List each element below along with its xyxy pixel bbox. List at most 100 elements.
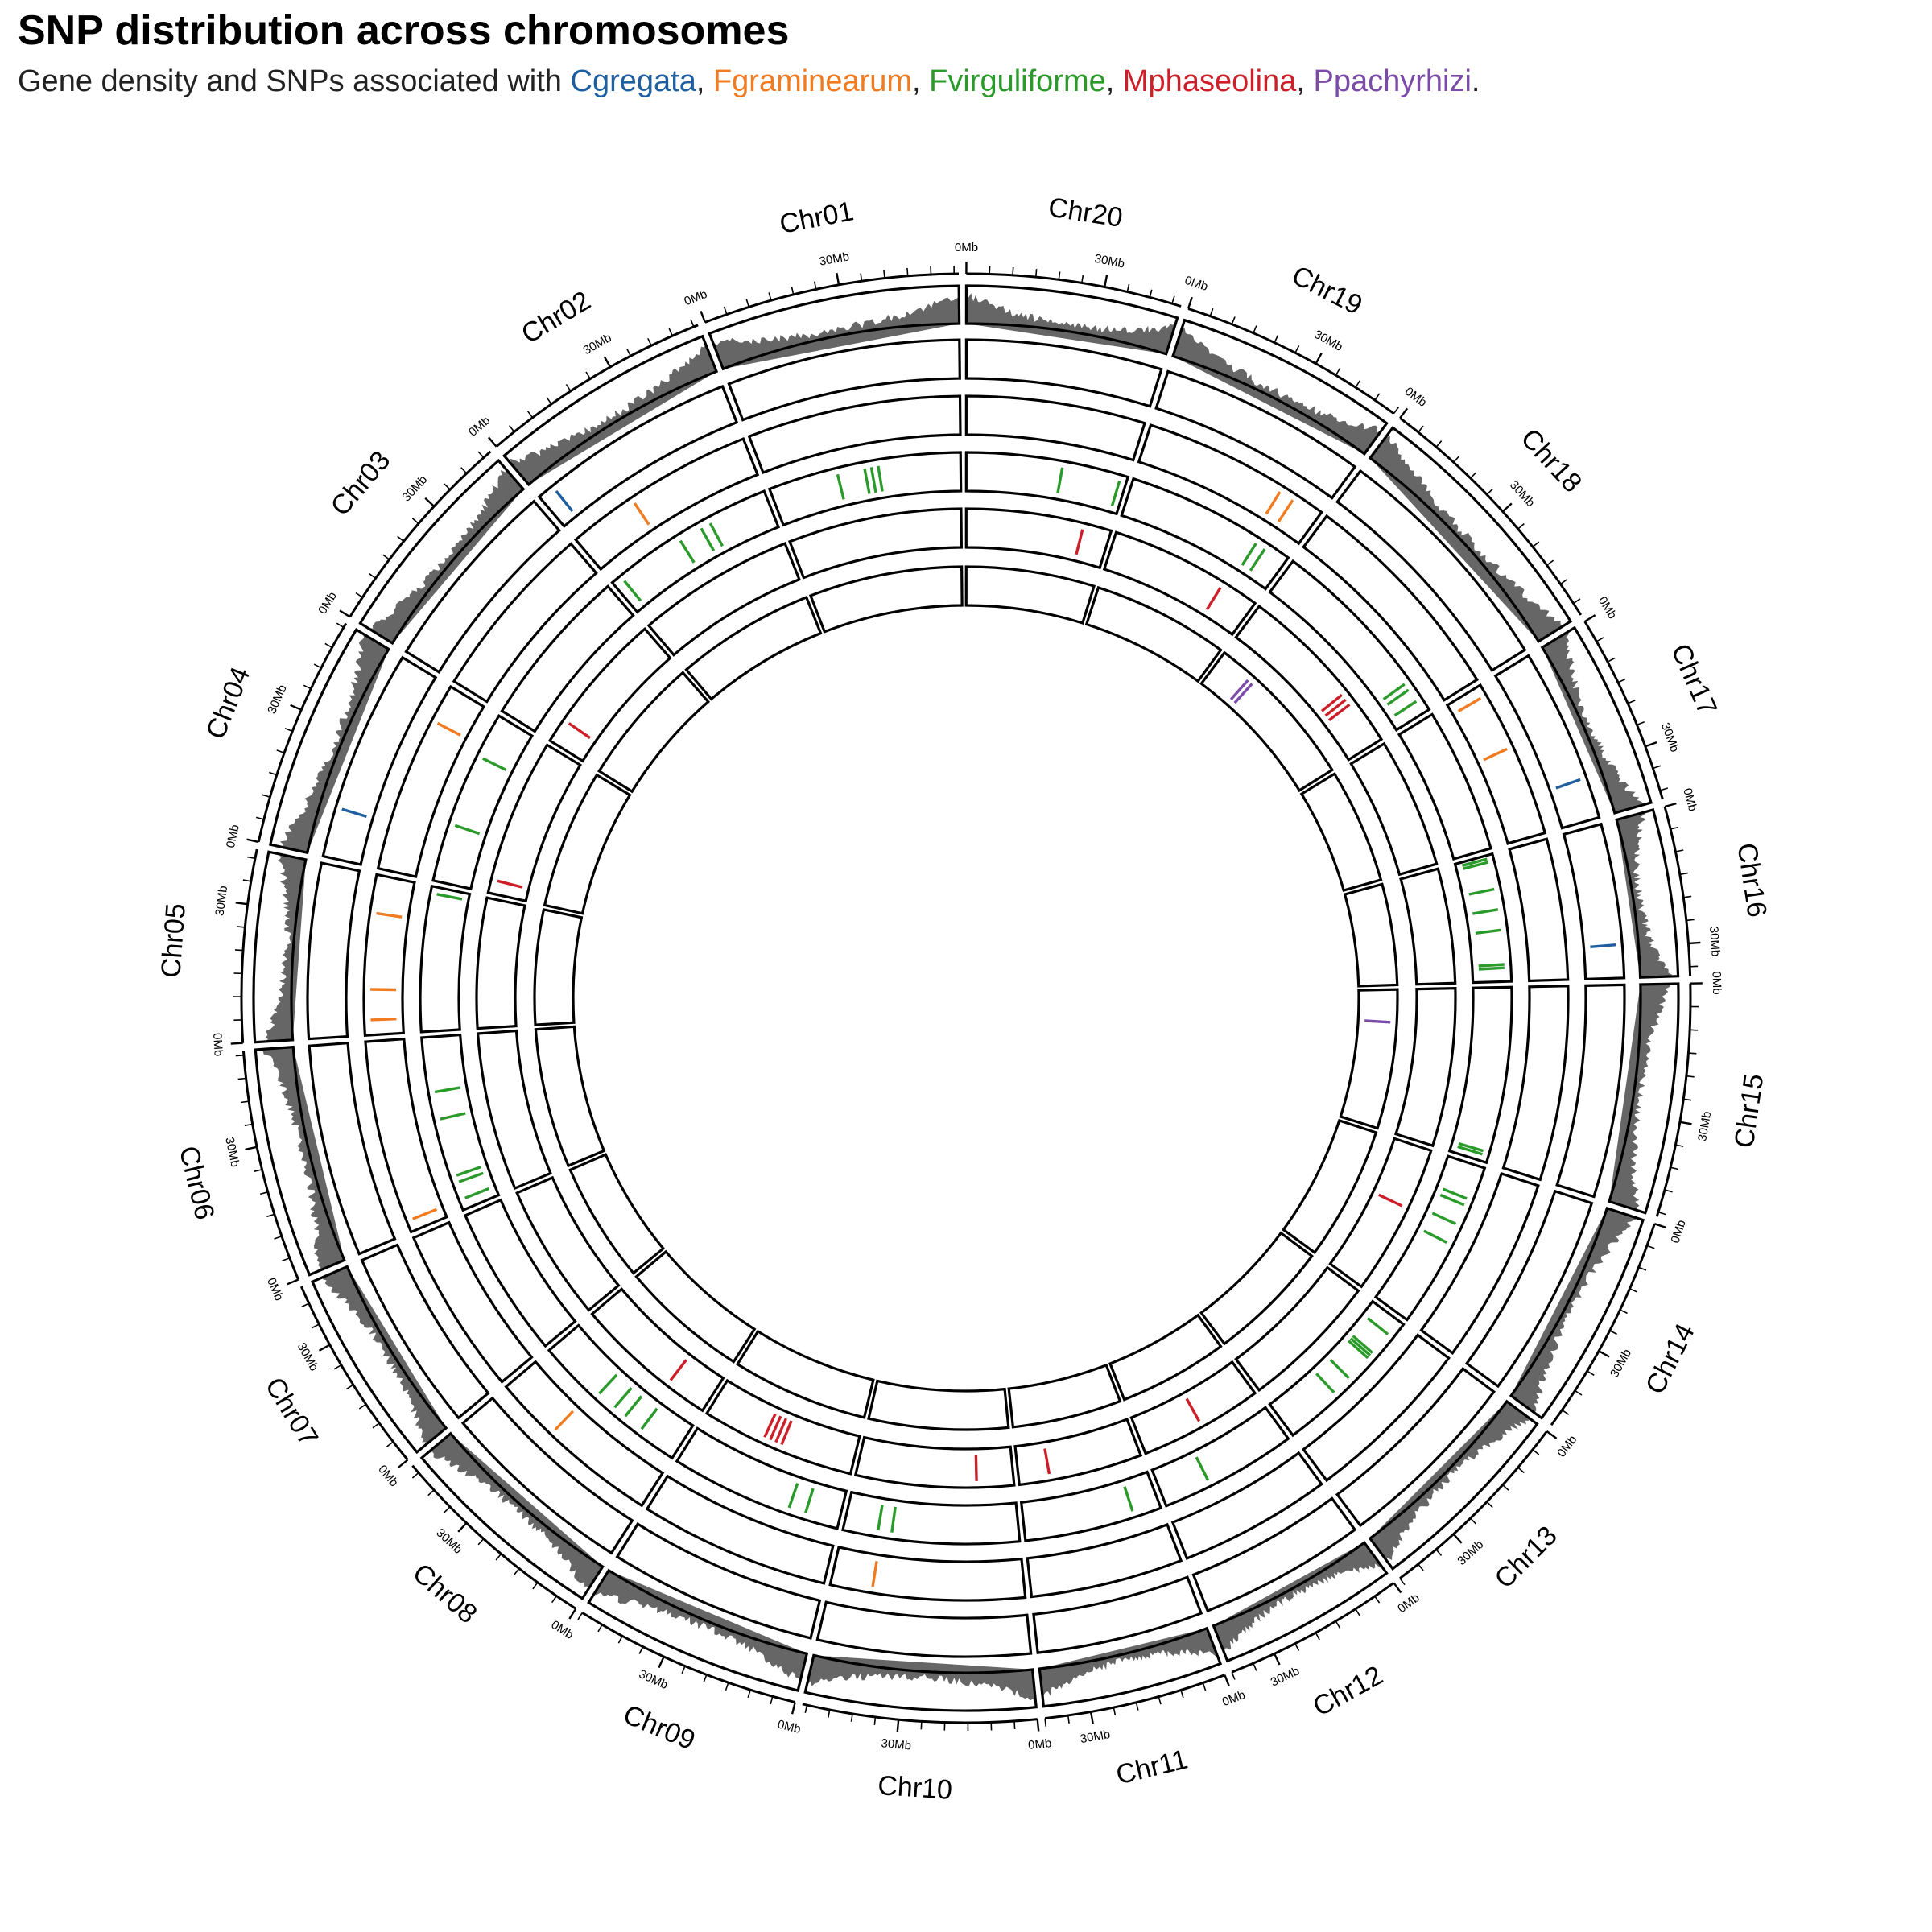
axis-tick-chr01 (768, 292, 772, 301)
axis-tick-chr16 (1686, 919, 1695, 922)
tick-label-chr06: 0Mb (264, 1276, 286, 1302)
tick-label-chr14: 30Mb (1608, 1347, 1634, 1380)
axis-arc-chr18 (1399, 417, 1583, 616)
axis-tick-chr15 (1657, 1211, 1666, 1216)
gene-density-chr10 (806, 1655, 1036, 1703)
snp-fvirguliforme-chr02 (700, 527, 716, 552)
chromosome-label-chr02: Chr02 (516, 285, 596, 349)
axis-tick-chr06 (235, 1055, 244, 1057)
axis-tick-chr01 (745, 299, 750, 308)
track-0-frame-chr04 (268, 627, 391, 855)
snp-fgraminearum-chr08 (554, 1410, 575, 1431)
track-2-frame-chr14 (1419, 1171, 1540, 1356)
axis-tick-chr11 (1067, 1715, 1070, 1724)
snp-fvirguliforme-chr12 (1195, 1456, 1210, 1481)
gene-density-chr04 (279, 633, 389, 853)
axis-tick-chr08 (427, 1489, 435, 1496)
axis-tick-chr06 (274, 1235, 283, 1240)
gene-density-chr11 (1039, 1628, 1217, 1699)
axis-tick-chr17 (1584, 614, 1596, 623)
gene-density-chr18 (1370, 436, 1564, 642)
gene-density-chr08 (427, 1433, 603, 1589)
axis-tick-chr10 (873, 1716, 877, 1725)
axis-tick-chr08 (411, 1472, 419, 1479)
track-5-frame-chr18 (1199, 650, 1335, 793)
track-4-frame-chr15 (1393, 987, 1457, 1148)
snp-fvirguliforme-chr01 (836, 473, 845, 500)
axis-tick-chr15 (1679, 1121, 1692, 1125)
track-0-frame-chr18 (1368, 426, 1573, 643)
track-5-frame-chr06 (534, 1025, 606, 1168)
axis-arc-chr12 (1231, 1582, 1395, 1674)
axis-tick-chr17 (1645, 741, 1657, 748)
track-5-frame-chr16 (1343, 882, 1399, 988)
tick-label-chr17: 0Mb (1596, 594, 1620, 621)
track-4-frame-chr04 (486, 743, 582, 903)
snp-fvirguliforme-chr06 (464, 1187, 490, 1199)
snp-fvirguliforme-chr05 (436, 893, 463, 901)
track-1-frame-chr11 (1032, 1575, 1203, 1654)
snp-fvirguliforme-chr09 (803, 1488, 815, 1514)
track-4-frame-chr07 (515, 1175, 621, 1312)
axis-tick-chr18 (1486, 488, 1493, 495)
axis-tick-chr07 (301, 1302, 310, 1308)
snp-fvirguliforme-chr13 (1349, 1337, 1372, 1356)
axis-tick-chr08 (568, 1608, 577, 1620)
axis-tick-chr19 (1294, 345, 1300, 353)
axis-arc-chr11 (1044, 1674, 1225, 1720)
axis-arc-chr01 (704, 272, 960, 324)
axis-tick-chr15 (1675, 1144, 1684, 1147)
snp-fvirguliforme-chr06 (440, 1112, 466, 1121)
snp-marks (341, 465, 1616, 1587)
snp-fvirguliforme-chr13 (1352, 1335, 1373, 1354)
axis-tick-chr03 (355, 592, 363, 598)
axis-tick-chr14 (1646, 1245, 1655, 1249)
snp-fvirguliforme-chr18 (1386, 688, 1410, 706)
axis-tick-chr13 (1517, 1467, 1525, 1474)
snp-ppachyrhizi-chr18 (1229, 679, 1249, 701)
track-2-frame-chr13 (1302, 1333, 1451, 1483)
axis-tick-chr02 (690, 319, 695, 328)
track-1-frame-chr02 (537, 384, 739, 528)
tick-label-chr13: 0Mb (1554, 1433, 1579, 1460)
track-5-frame-chr12 (1108, 1313, 1223, 1402)
axis-tick-chr17 (1617, 678, 1626, 683)
chromosome-label-chr14: Chr14 (1640, 1319, 1701, 1399)
track-3-frame-chr03 (500, 584, 635, 733)
pathogen-label-fgraminearum: Fgraminearum (712, 64, 913, 98)
axis-tick-chr09 (638, 1646, 644, 1654)
track-2-frame-chr12 (1170, 1451, 1323, 1560)
snp-fvirguliforme-chr13 (1315, 1373, 1335, 1393)
axis-tick-chr08 (495, 1553, 502, 1561)
track-3-frame-chr06 (420, 1033, 501, 1212)
track-5-frame-chr01 (808, 565, 964, 634)
axis-tick-chr09 (747, 1689, 751, 1699)
snp-fvirguliforme-chr06 (458, 1171, 484, 1183)
axis-tick-chr01 (906, 267, 909, 276)
track-4-frame-chr02 (646, 542, 801, 657)
axis-arc-chr08 (411, 1464, 577, 1610)
track-0-frame-chr09 (587, 1568, 809, 1692)
axis-tick-chr14 (1598, 1350, 1610, 1358)
tick-label-chr01: 30Mb (818, 250, 850, 268)
tick-label-chr11: 30Mb (1080, 1728, 1112, 1746)
axis-tick-chr02 (603, 356, 612, 368)
axis-tick-chr02 (647, 337, 652, 346)
snp-fvirguliforme-chr14 (1431, 1212, 1457, 1225)
axis-tick-chr16 (1683, 895, 1692, 898)
track-2-frame-chr08 (504, 1360, 665, 1508)
chromosome-label-chr12: Chr12 (1308, 1660, 1388, 1723)
axis-tick-chr14 (1587, 1370, 1595, 1376)
snp-fvirguliforme-chr14 (1442, 1187, 1468, 1200)
tick-label-chr03: 0Mb (316, 589, 340, 617)
gene-density-chr02 (510, 343, 716, 485)
axis-tick-chr09 (703, 1674, 708, 1682)
snp-fvirguliforme-chr11 (1123, 1486, 1134, 1512)
chromosome-label-chr03: Chr03 (325, 445, 397, 522)
track-1-frame-chr01 (727, 338, 961, 422)
snp-fvirguliforme-chr16 (1472, 908, 1499, 915)
axis-tick-chr20 (1171, 295, 1175, 304)
track-0-frame-chr16 (1615, 808, 1680, 979)
snp-fvirguliforme-chr19 (1249, 548, 1266, 572)
axis-tick-chr08 (457, 1522, 468, 1533)
